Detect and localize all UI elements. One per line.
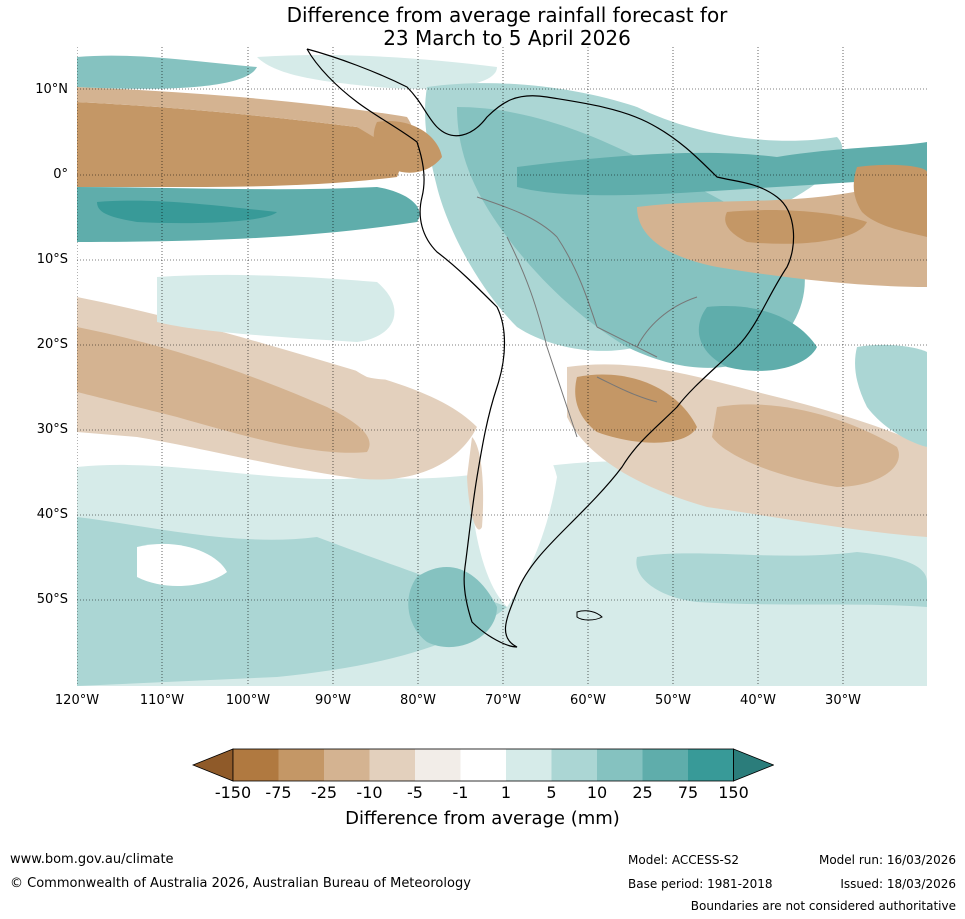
map-title: Difference from average rainfall forecas… — [0, 4, 965, 50]
colorbar — [192, 748, 774, 782]
region-south-atlantic-dry — [712, 404, 899, 487]
region-east-atlantic-teal — [855, 344, 927, 447]
lat-label-40s: 40°S — [36, 507, 68, 522]
model-text: Model: ACCESS-S2 — [628, 853, 740, 867]
colorbar-segment — [278, 749, 324, 781]
region-north-pacific-brown-light — [77, 87, 415, 157]
region-central-pacific-light-teal — [157, 274, 395, 342]
colorbar-extend-low — [192, 748, 234, 782]
region-south-pacific-patch — [137, 543, 227, 587]
region-south-atlantic-teal — [636, 552, 927, 607]
colorbar-segment — [688, 749, 734, 781]
colorbar-tick-label: 75 — [677, 783, 699, 802]
colorbar-segment — [369, 749, 415, 781]
lon-label-50w: 50°W — [655, 693, 691, 708]
region-se-pacific-dry — [77, 327, 370, 453]
colorbar-tick-label: -10 — [356, 783, 383, 802]
colorbar-tick-label: -1 — [452, 783, 469, 802]
map-canvas — [77, 47, 927, 686]
colorbar-tick-label: 10 — [586, 783, 608, 802]
lat-label-20s: 20°S — [36, 337, 68, 352]
region-la-plata-dry — [575, 374, 697, 443]
lon-label-30w: 30°W — [825, 693, 861, 708]
region-north-pacific-brown — [77, 102, 400, 187]
lat-label-10n: 10°N — [35, 82, 68, 97]
region-patagonia-teal — [408, 567, 497, 648]
falkland-islands — [576, 610, 603, 621]
issued-text: Issued: 18/03/2026 — [840, 877, 956, 891]
region-ne-brazil-dry-dark — [725, 210, 867, 244]
colorbar-tick-label: -75 — [265, 783, 292, 802]
lon-label-120w: 120°W — [54, 693, 100, 708]
colorbar-tick-label: 1 — [500, 783, 512, 802]
lon-label-100w: 100°W — [225, 693, 271, 708]
colorbar-tick-label: -150 — [214, 783, 252, 802]
colorbar-tick-label: -5 — [407, 783, 423, 802]
copyright-text: © Commonwealth of Australia 2026, Austra… — [10, 876, 471, 891]
colorbar-segment — [233, 749, 279, 781]
colorbar-extend-high — [733, 748, 774, 782]
lon-label-40w: 40°W — [740, 693, 776, 708]
lon-label-80w: 80°W — [400, 693, 436, 708]
country-borders — [476, 196, 698, 438]
lon-label-70w: 70°W — [485, 693, 521, 708]
model-run-text: Model run: 16/03/2026 — [818, 853, 956, 867]
lon-label-110w: 110°W — [139, 693, 185, 708]
colorbar-tick-label: 150 — [718, 783, 749, 802]
coastline-south-america — [306, 48, 795, 648]
title-line-1: Difference from average rainfall forecas… — [286, 3, 728, 27]
lat-label-50s: 50°S — [36, 592, 68, 607]
disclaimer-text: Boundaries are not considered authoritat… — [690, 899, 956, 913]
gridlines — [77, 47, 927, 686]
region-atlantic-east-dry — [853, 164, 927, 237]
lat-label-10s: 10°S — [36, 252, 68, 267]
region-andes-dry-strip — [467, 437, 484, 530]
colorbar-tick-label: -25 — [310, 783, 338, 802]
colorbar-segment — [551, 749, 597, 781]
rainfall-map — [77, 47, 927, 686]
colorbar-tick-label: 25 — [632, 783, 653, 802]
lon-label-60w: 60°W — [570, 693, 606, 708]
lon-label-90w: 90°W — [315, 693, 351, 708]
region-equatorial-teal-dark — [97, 200, 277, 224]
colorbar-segment — [415, 749, 461, 781]
lat-label-30s: 30°S — [36, 422, 68, 437]
region-colombia-brown — [373, 121, 442, 173]
colorbar-segment — [642, 749, 688, 781]
website-link[interactable]: www.bom.gov.au/climate — [10, 852, 174, 867]
colorbar-segment — [597, 749, 643, 781]
colorbar-segment — [460, 749, 506, 781]
colorbar-segment — [506, 749, 552, 781]
region-argentina-white — [469, 424, 557, 607]
region-north-brazil-teal — [517, 142, 927, 196]
title-line-2: 23 March to 5 April 2026 — [383, 26, 631, 50]
region-top-pacific-teal — [77, 55, 257, 89]
lat-label-0: 0° — [53, 167, 68, 182]
colorbar-title: Difference from average (mm) — [345, 808, 620, 829]
colorbar-tick-label: 5 — [546, 783, 557, 802]
colorbar-outline — [232, 748, 734, 782]
colorbar-segment — [324, 749, 370, 781]
base-period-text: Base period: 1981-2018 — [628, 877, 773, 891]
